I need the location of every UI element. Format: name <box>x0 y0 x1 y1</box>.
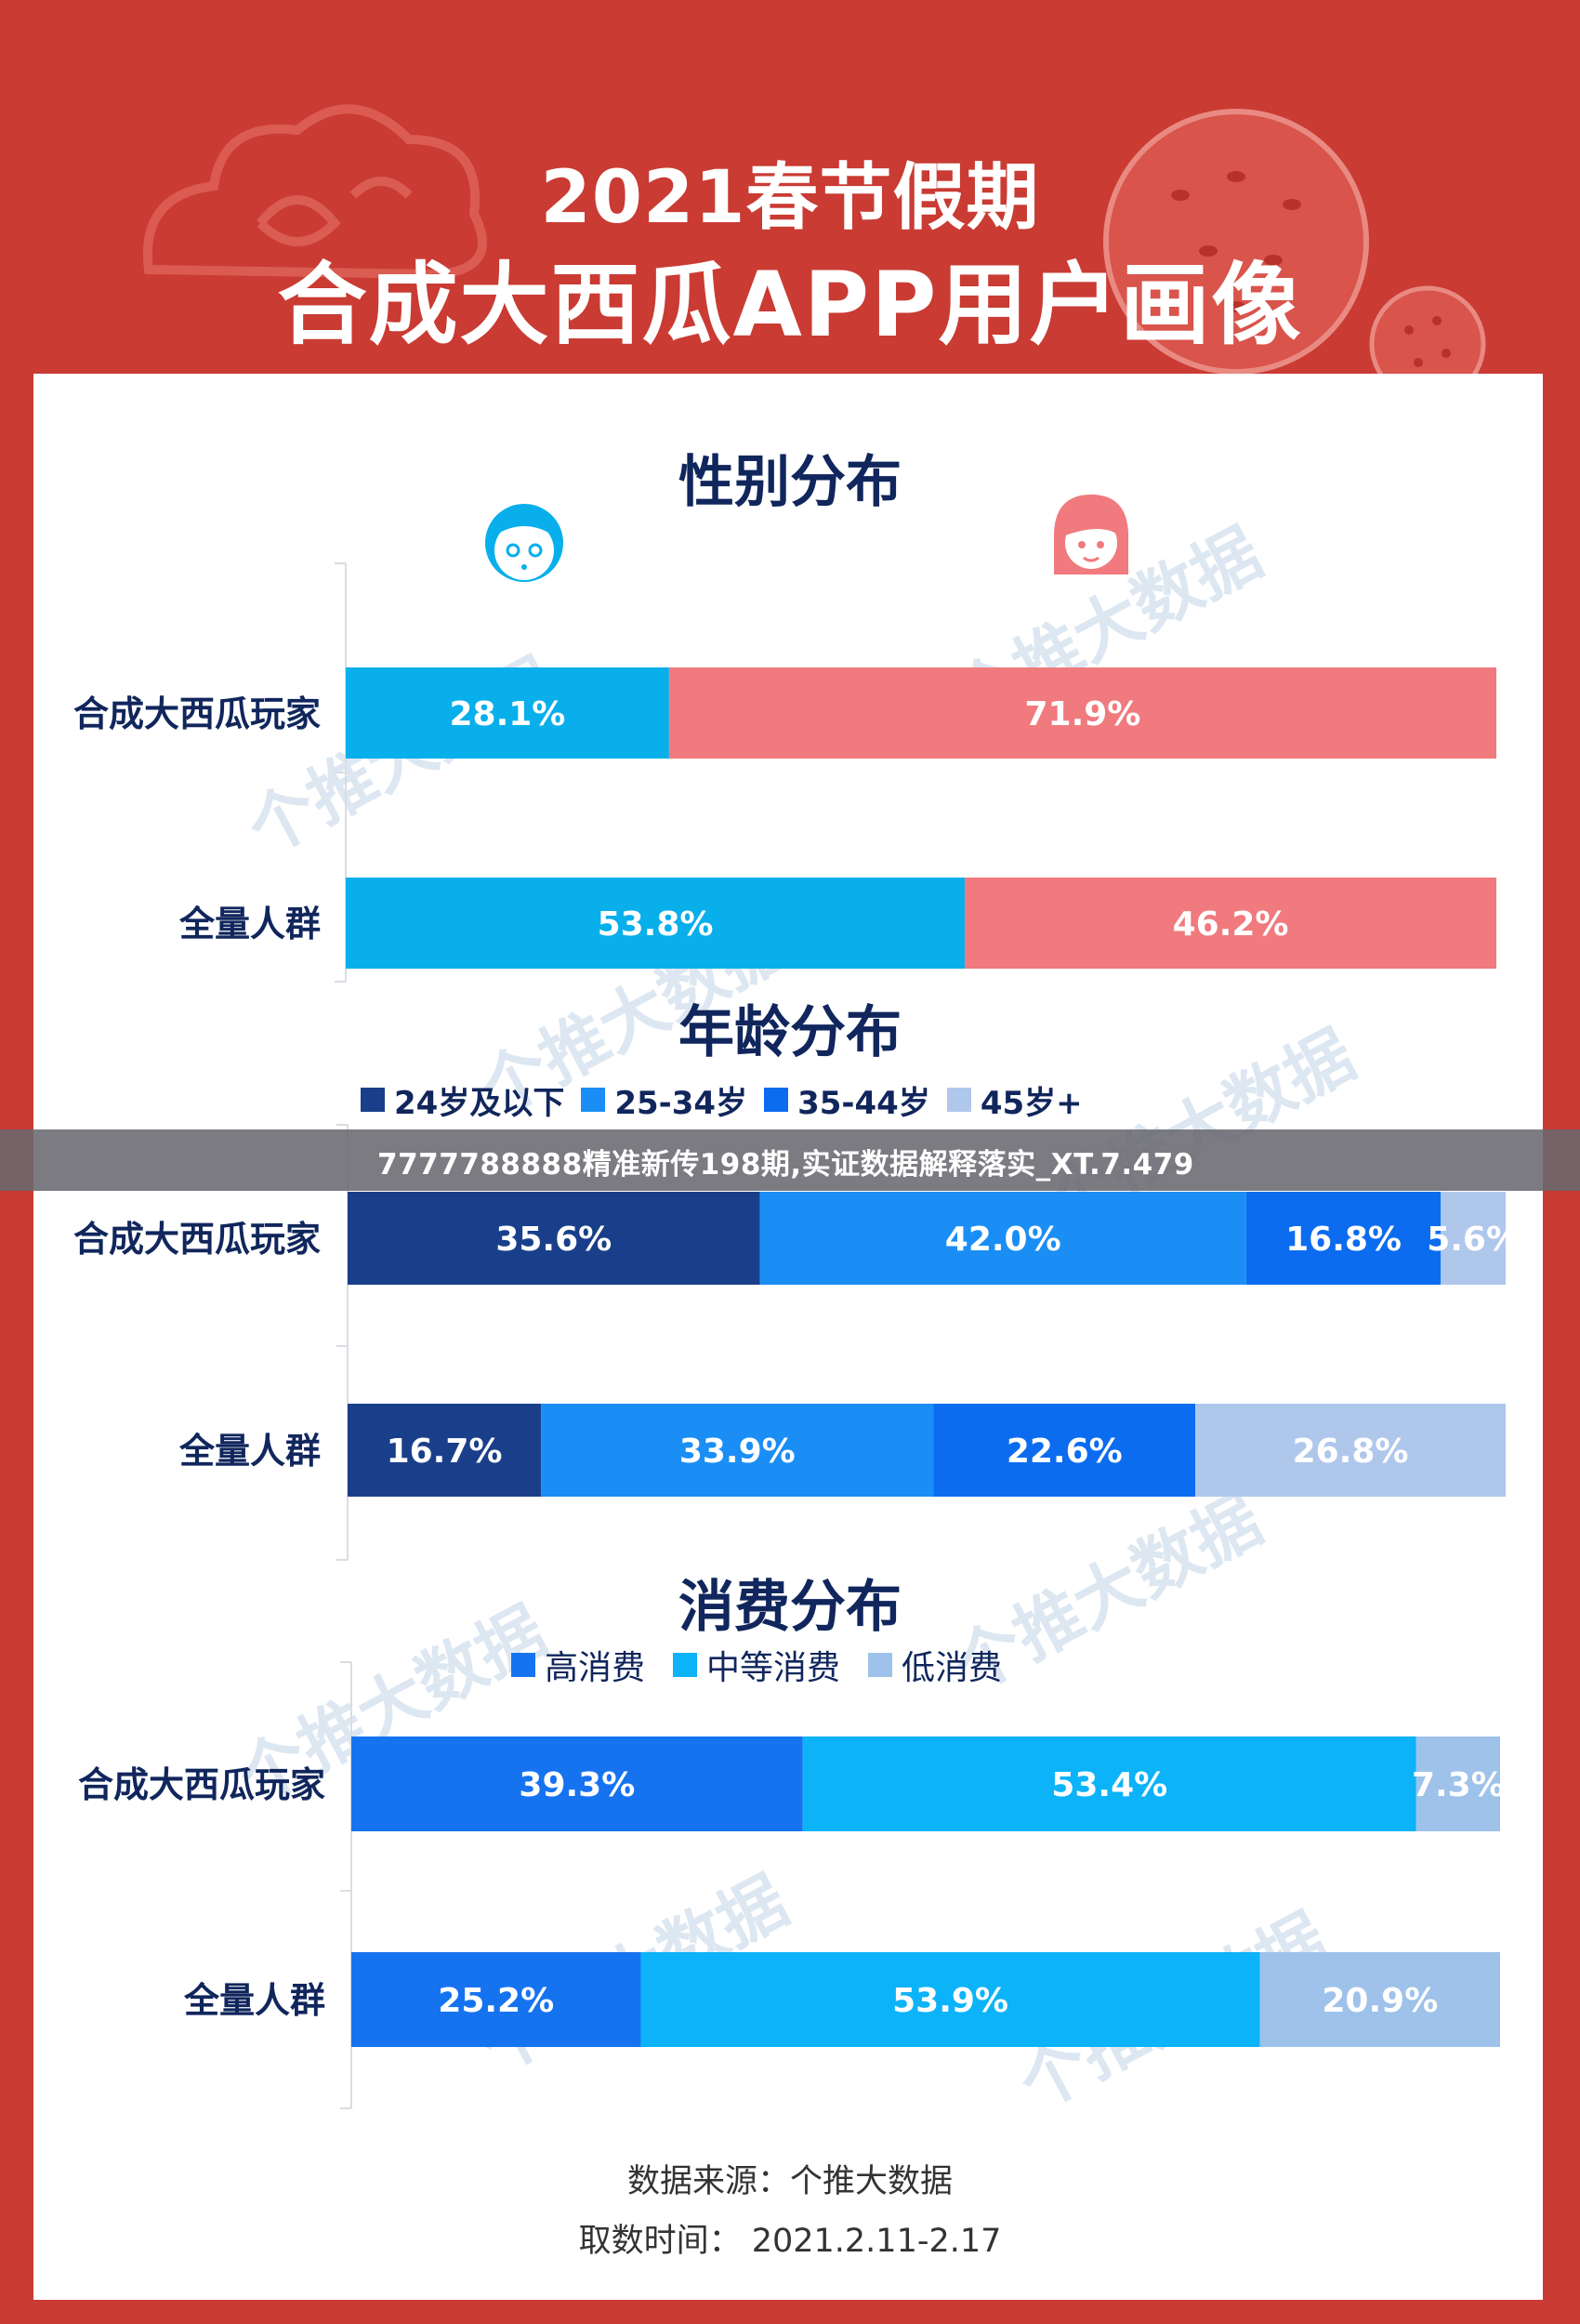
bar-segment <box>348 1404 542 1497</box>
data-period: 取数时间： 2021.2.11-2.17 <box>578 2223 1002 2260</box>
overlay-banner-text: 7777788888精准新传198期,实证数据解释落实_XT.7.479 <box>377 1148 1194 1182</box>
data-label: 20.9% <box>1322 1982 1438 2020</box>
category-label: 合成大西瓜玩家 <box>78 1764 325 1805</box>
overlay-banner: 7777788888精准新传198期,实证数据解释落实_XT.7.479 <box>0 1129 1580 1191</box>
legend-label: 中等消费 <box>706 1649 841 1687</box>
bar-segment <box>668 667 1496 759</box>
legend-label: 35-44岁 <box>797 1084 930 1122</box>
bar-segment <box>351 1736 803 1831</box>
legend-item: 低消费 <box>868 1641 1002 1689</box>
category-label: 合成大西瓜玩家 <box>73 1219 321 1260</box>
category-label: 全量人群 <box>178 904 321 944</box>
legend-item: 35-44岁 <box>764 1077 930 1123</box>
data-label: 16.7% <box>387 1433 503 1471</box>
bar-segment <box>346 878 966 969</box>
data-label: 16.8% <box>1285 1221 1402 1259</box>
boy-face-icon <box>485 504 563 582</box>
data-label: 53.4% <box>1051 1766 1167 1804</box>
age-chart-title: 年龄分布 <box>678 1000 902 1065</box>
category-label: 全量人群 <box>183 1980 325 2021</box>
legend-item: 25-34岁 <box>581 1077 747 1123</box>
legend-label: 25-34岁 <box>614 1084 748 1122</box>
data-label: 33.9% <box>679 1433 796 1471</box>
bar-segment <box>541 1404 934 1497</box>
bar-segment <box>759 1192 1246 1285</box>
legend-swatch <box>511 1653 535 1677</box>
data-label: 28.1% <box>449 695 565 733</box>
header-title-main: 合成大西瓜APP用户画像 <box>277 253 1303 357</box>
bar-segment <box>1195 1404 1506 1497</box>
legend-swatch <box>764 1088 789 1112</box>
data-label: 42.0% <box>945 1221 1061 1259</box>
bar-segment <box>1245 1192 1442 1285</box>
data-label: 7.3% <box>1412 1766 1505 1804</box>
bar-segment <box>965 878 1496 969</box>
legend-swatch <box>581 1088 606 1112</box>
cloud-ornament-icon <box>142 104 487 280</box>
data-label: 5.6% <box>1427 1221 1520 1259</box>
bar-segment <box>348 1192 760 1285</box>
age-legend: 24岁及以下 25-34岁 35-44岁 45岁+ <box>361 1076 1083 1123</box>
bar-segment <box>1415 1736 1500 1831</box>
data-label: 35.6% <box>495 1221 612 1259</box>
watermelon-ornament-icon <box>1103 109 1369 375</box>
bar-segment <box>802 1736 1416 1831</box>
legend-label: 低消费 <box>902 1649 1003 1687</box>
header-title-year: 2021春节假期 <box>540 156 1040 240</box>
data-source: 数据来源：个推大数据 <box>626 2163 953 2200</box>
legend-swatch <box>361 1088 385 1112</box>
bar-segment <box>1441 1192 1506 1285</box>
legend-label: 24岁及以下 <box>394 1084 565 1122</box>
girl-face-icon <box>1053 495 1129 574</box>
legend-swatch <box>946 1088 971 1112</box>
bar-segment <box>933 1404 1196 1497</box>
legend-item: 中等消费 <box>673 1641 840 1689</box>
data-label: 53.8% <box>598 905 714 944</box>
data-label: 25.2% <box>438 1982 554 2020</box>
legend-item: 高消费 <box>511 1641 645 1689</box>
legend-item: 45岁+ <box>946 1077 1083 1123</box>
legend-swatch <box>868 1653 893 1677</box>
legend-item: 24岁及以下 <box>361 1077 564 1123</box>
bar-segment <box>351 1952 641 2047</box>
data-label: 71.9% <box>1024 695 1140 733</box>
data-label: 53.9% <box>892 1982 1008 2020</box>
data-label: 26.8% <box>1293 1433 1409 1471</box>
legend-label: 高消费 <box>545 1649 646 1687</box>
gender-chart-title: 性别分布 <box>678 450 902 515</box>
bar-segment <box>640 1952 1260 2047</box>
data-label: 22.6% <box>1007 1433 1123 1471</box>
legend-label: 45岁+ <box>980 1084 1083 1122</box>
spending-chart-title: 消费分布 <box>678 1575 902 1640</box>
data-label: 39.3% <box>519 1766 635 1804</box>
category-label: 全量人群 <box>178 1431 321 1472</box>
bar-segment <box>1259 1952 1500 2047</box>
category-label: 合成大西瓜玩家 <box>73 693 321 734</box>
legend-swatch <box>673 1653 698 1677</box>
spending-legend: 高消费 中等消费 低消费 <box>511 1642 1002 1688</box>
bar-segment <box>346 667 669 759</box>
data-label: 46.2% <box>1173 905 1289 944</box>
